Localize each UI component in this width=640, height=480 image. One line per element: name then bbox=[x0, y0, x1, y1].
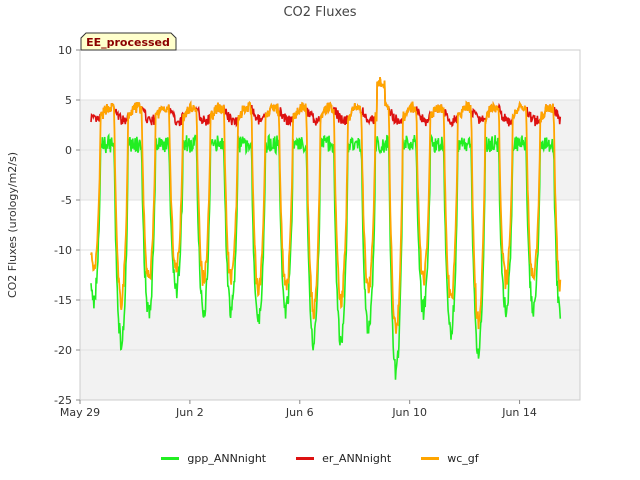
legend-label-er: er_ANNnight bbox=[322, 452, 392, 465]
x-tick-label: Jun 10 bbox=[391, 406, 427, 419]
y-axis: 10 5 0 -5 -10 -15 -20 -25 bbox=[54, 44, 80, 407]
y-tick-label: -25 bbox=[54, 394, 72, 407]
legend-swatch-gpp bbox=[161, 457, 180, 460]
plot-frame bbox=[79, 49, 581, 401]
y-axis-label: CO2 Fluxes (urology/m2/s) bbox=[6, 152, 19, 298]
x-tick-label: Jun 6 bbox=[285, 406, 314, 419]
legend-swatch-er bbox=[296, 457, 315, 460]
x-tick-label: Jun 14 bbox=[501, 406, 537, 419]
legend-item-er: er_ANNnight bbox=[296, 452, 391, 465]
badge-label: EE_processed bbox=[86, 36, 170, 49]
x-tick-label: May 29 bbox=[60, 406, 100, 419]
legend-item-wc: wc_gf bbox=[421, 452, 479, 465]
x-axis: May 29 Jun 2 Jun 6 Jun 10 Jun 14 bbox=[60, 400, 537, 419]
chart-title: CO2 Fluxes bbox=[283, 5, 356, 20]
y-tick-label: 0 bbox=[65, 144, 72, 157]
legend-label-wc: wc_gf bbox=[447, 452, 479, 465]
processed-badge: EE_processed bbox=[80, 32, 177, 51]
series-line-wc bbox=[90, 77, 562, 334]
y-tick-label: -15 bbox=[54, 294, 72, 307]
y-tick-label: -10 bbox=[54, 244, 72, 257]
y-tick-label: -5 bbox=[61, 194, 72, 207]
y-tick-label: -20 bbox=[54, 344, 72, 357]
y-tick-label: 10 bbox=[58, 44, 72, 57]
y-tick-label: 5 bbox=[65, 94, 72, 107]
x-tick-label: Jun 2 bbox=[175, 406, 204, 419]
legend: gpp_ANNnight er_ANNnight wc_gf bbox=[0, 452, 640, 465]
data-lines bbox=[90, 77, 562, 380]
legend-label-gpp: gpp_ANNnight bbox=[187, 452, 267, 465]
legend-item-gpp: gpp_ANNnight bbox=[161, 452, 266, 465]
legend-swatch-wc bbox=[421, 457, 440, 460]
